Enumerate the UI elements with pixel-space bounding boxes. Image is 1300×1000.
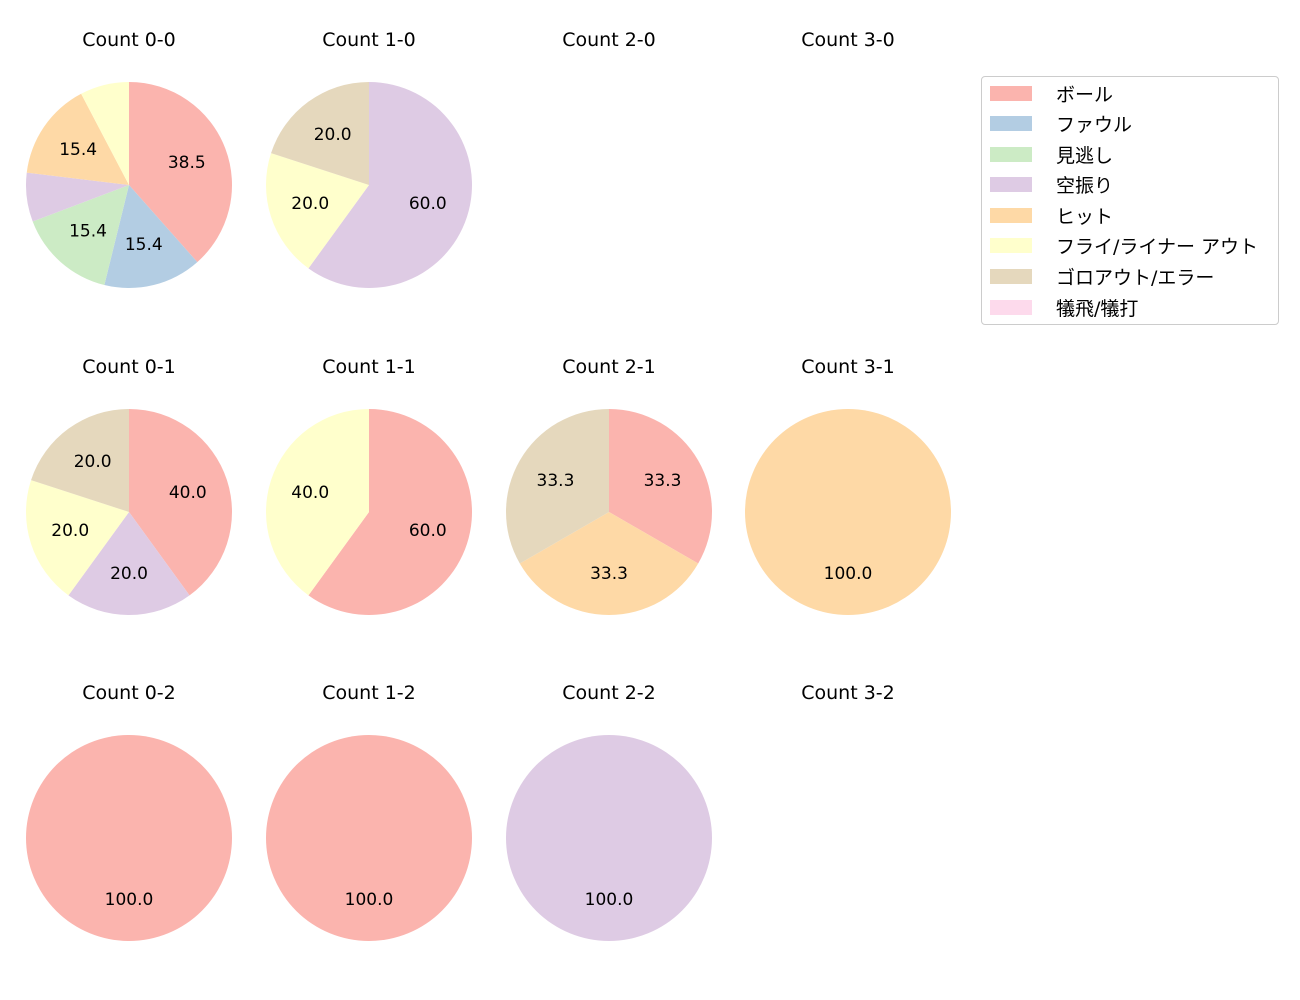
pie-value-label: 100.0 <box>824 564 873 584</box>
legend-item-hit: ヒット <box>990 200 1113 230</box>
pie-panel: Count 0-2 100.0 <box>9 665 249 992</box>
pie-chart: 60.0 20.0 20.0 <box>266 82 472 288</box>
pie-panel: Count 1-2 100.0 <box>249 665 489 992</box>
pie-slice <box>308 82 472 288</box>
pie-panel: Count 2-0 <box>489 12 729 339</box>
legend-swatch <box>990 207 1032 223</box>
pie-slice <box>25 480 129 596</box>
pie-chart: 33.3 33.3 33.3 <box>506 409 712 615</box>
pie-slice <box>506 409 609 564</box>
pie-title: Count 1-1 <box>322 356 416 378</box>
pie-slice <box>266 153 369 269</box>
pie-value-label: 33.3 <box>590 564 628 584</box>
pie-value-label: 60.0 <box>409 194 447 214</box>
pie-value-label: 20.0 <box>74 452 112 472</box>
legend-swatch <box>990 85 1032 101</box>
pie-panel: Count 1-0 60.0 20.0 20.0 <box>249 12 489 339</box>
pie-value-label: 100.0 <box>345 890 394 910</box>
pie-slice <box>32 185 129 286</box>
pie-title: Count 0-0 <box>82 29 176 51</box>
pie-chart: 100.0 <box>266 735 472 941</box>
legend-item-foul: ファウル <box>990 108 1132 138</box>
pie-panel: Count 0-1 40.0 20.0 20.0 20.0 <box>9 339 249 666</box>
legend-label: 犠飛/犠打 <box>1056 297 1139 320</box>
pie-title: Count 2-0 <box>562 29 656 51</box>
pie-title: Count 1-0 <box>322 29 416 51</box>
legend-swatch <box>990 146 1032 162</box>
legend-label: ファウル <box>1056 113 1133 136</box>
pie-title: Count 1-2 <box>322 682 416 704</box>
legend-swatch <box>990 176 1032 192</box>
pie-panel: Count 3-2 <box>728 665 968 992</box>
legend-item-sacrifice: 犠飛/犠打 <box>990 292 1138 322</box>
pie-chart: 100.0 <box>26 735 232 941</box>
pie-chart: 100.0 <box>745 409 951 615</box>
legend: ボール ファウル 見逃し 空振り ヒット フライ/ライナー アウト ゴロアウト/… <box>981 76 1279 325</box>
pie-slice <box>506 735 712 941</box>
pie-chart: 40.0 20.0 20.0 20.0 <box>25 409 232 615</box>
pie-value-label: 15.4 <box>125 235 163 255</box>
pie-title: Count 3-2 <box>801 682 895 704</box>
legend-label: 見逃し <box>1056 144 1114 167</box>
pie-title: Count 2-1 <box>562 356 656 378</box>
pie-value-label: 33.3 <box>644 471 682 491</box>
legend-label: フライ/ライナー アウト <box>1056 235 1259 258</box>
pie-slice <box>271 82 369 185</box>
pie-slice <box>104 185 198 289</box>
pie-value-label: 20.0 <box>314 125 352 145</box>
pie-value-label: 20.0 <box>110 564 148 584</box>
pie-slice <box>745 409 951 615</box>
pie-title: Count 2-2 <box>562 682 656 704</box>
legend-swatch <box>990 115 1032 131</box>
pie-slice <box>68 512 190 615</box>
legend-label: ヒット <box>1056 205 1114 228</box>
pie-value-label: 38.5 <box>168 153 206 173</box>
pie-slice <box>308 409 472 615</box>
pie-panel: Count 2-2 100.0 <box>489 665 729 992</box>
pie-title: Count 0-1 <box>82 356 176 378</box>
legend-label: 空振り <box>1056 174 1114 197</box>
pie-panel: Count 0-0 38.5 15.4 15.4 15.4 <box>9 12 249 339</box>
pie-value-label: 100.0 <box>105 890 154 910</box>
pie-value-label: 100.0 <box>585 890 634 910</box>
pie-slice <box>266 409 369 596</box>
pie-slice <box>609 409 712 564</box>
pie-value-label: 15.4 <box>69 221 107 241</box>
pie-value-label: 33.3 <box>537 471 575 491</box>
pie-slice <box>129 409 232 596</box>
pie-panel: Count 3-1 100.0 <box>728 339 968 666</box>
pie-value-label: 20.0 <box>51 521 89 541</box>
legend-swatch <box>990 268 1032 284</box>
pie-slice <box>26 735 232 941</box>
pie-slice <box>81 82 129 185</box>
pie-title: Count 3-0 <box>801 29 895 51</box>
pie-value-label: 40.0 <box>291 483 329 503</box>
legend-label: ボール <box>1056 83 1114 106</box>
legend-item-fly-liner-out: フライ/ライナー アウト <box>990 230 1258 260</box>
pie-slice <box>129 82 232 263</box>
pie-slice <box>25 172 129 222</box>
pie-panel: Count 1-1 60.0 40.0 <box>249 339 489 666</box>
pie-slice <box>266 735 472 941</box>
pie-chart: 60.0 40.0 <box>266 409 472 615</box>
pie-value-label: 20.0 <box>291 194 329 214</box>
pie-value-label: 40.0 <box>169 483 207 503</box>
legend-swatch <box>990 299 1032 315</box>
pie-chart: 100.0 <box>506 735 712 941</box>
pie-slice <box>26 93 130 185</box>
legend-item-ball: ボール <box>990 78 1113 108</box>
pie-chart: 38.5 15.4 15.4 15.4 <box>25 82 232 289</box>
pie-title: Count 0-2 <box>82 682 176 704</box>
legend-label: ゴロアウト/エラー <box>1056 266 1215 289</box>
pie-panel: Count 2-1 33.3 33.3 33.3 <box>489 339 729 666</box>
pie-value-label: 60.0 <box>409 521 447 541</box>
legend-item-called-strike: 見逃し <box>990 139 1113 169</box>
legend-item-swinging-strike: 空振り <box>990 169 1113 199</box>
legend-item-ground-out-error: ゴロアウト/エラー <box>990 261 1214 291</box>
pie-panel: Count 3-0 <box>728 12 968 339</box>
pie-title: Count 3-1 <box>801 356 895 378</box>
legend-swatch <box>990 237 1032 253</box>
pie-slice <box>31 409 129 512</box>
pie-value-label: 15.4 <box>59 140 97 160</box>
